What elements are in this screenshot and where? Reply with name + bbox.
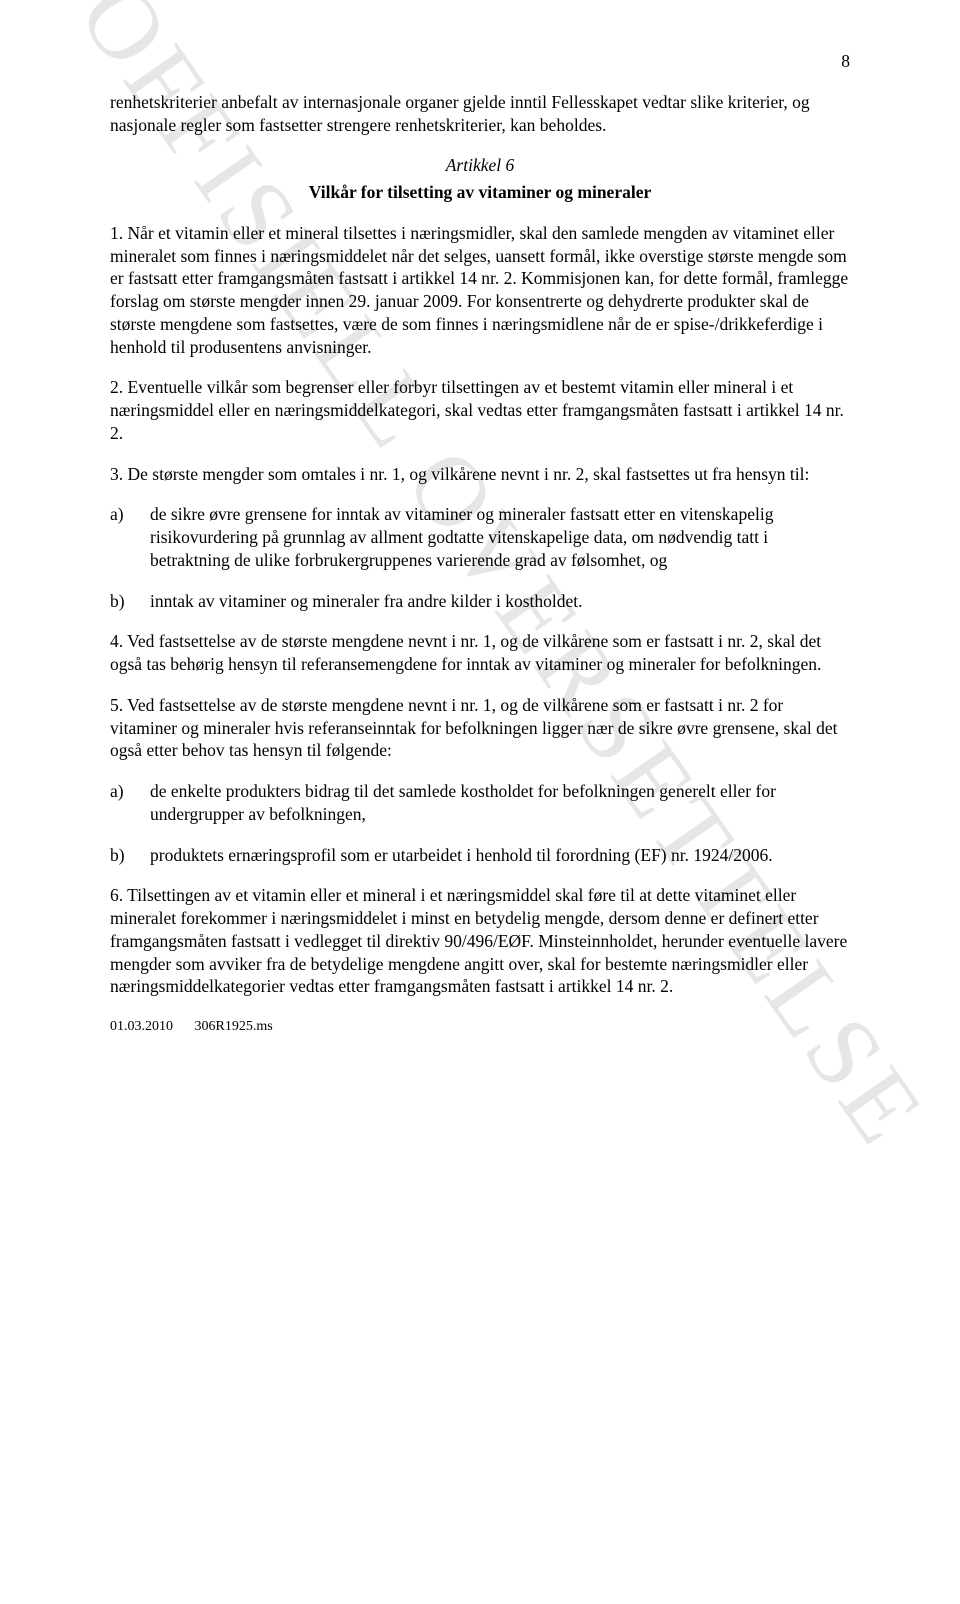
list-text: de enkelte produkters bidrag til det sam… <box>150 780 850 826</box>
paragraph-1: 1. Når et vitamin eller et mineral tilse… <box>110 222 850 359</box>
footer-date: 01.03.2010 <box>110 1019 173 1034</box>
list-item-5a: a) de enkelte produkters bidrag til det … <box>110 780 850 826</box>
list-letter: b) <box>110 590 150 613</box>
list-text: produktets ernæringsprofil som er utarbe… <box>150 844 850 867</box>
article-label: Artikkel 6 <box>110 154 850 177</box>
list-item-3a: a) de sikre øvre grensene for inntak av … <box>110 503 850 571</box>
list-item-3b: b) inntak av vitaminer og mineraler fra … <box>110 590 850 613</box>
list-letter: a) <box>110 780 150 826</box>
list-letter: b) <box>110 844 150 867</box>
article-title: Vilkår for tilsetting av vitaminer og mi… <box>110 181 850 204</box>
document-body: 8 renhetskriterier anbefalt av internasj… <box>110 50 850 998</box>
paragraph-6: 6. Tilsettingen av et vitamin eller et m… <box>110 884 850 998</box>
list-text: inntak av vitaminer og mineraler fra and… <box>150 590 850 613</box>
list-letter: a) <box>110 503 150 571</box>
intro-paragraph: renhetskriterier anbefalt av internasjon… <box>110 91 850 137</box>
paragraph-5: 5. Ved fastsettelse av de største mengde… <box>110 694 850 762</box>
footer-ref: 306R1925.ms <box>195 1019 273 1034</box>
paragraph-4: 4. Ved fastsettelse av de største mengde… <box>110 630 850 676</box>
paragraph-3: 3. De største mengder som omtales i nr. … <box>110 463 850 486</box>
list-text: de sikre øvre grensene for inntak av vit… <box>150 503 850 571</box>
page-number: 8 <box>110 50 850 73</box>
paragraph-2: 2. Eventuelle vilkår som begrenser eller… <box>110 376 850 444</box>
footer: 01.03.2010 306R1925.ms <box>110 1018 291 1036</box>
list-item-5b: b) produktets ernæringsprofil som er uta… <box>110 844 850 867</box>
